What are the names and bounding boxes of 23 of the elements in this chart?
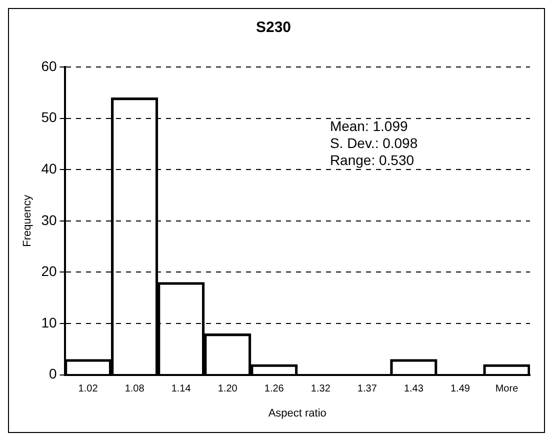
x-tick-label: 1.08 bbox=[124, 384, 145, 395]
annotation: Mean: 1.099 bbox=[330, 118, 408, 134]
y-tick-label: 0 bbox=[48, 366, 57, 382]
x-tick-label: 1.02 bbox=[78, 384, 98, 395]
x-tick-label: 1.37 bbox=[357, 384, 378, 395]
x-tick-label: 1.32 bbox=[310, 384, 331, 395]
annotation: S. Dev.: 0.098 bbox=[330, 134, 418, 151]
y-tick-label: 60 bbox=[41, 58, 57, 74]
y-tick-label: 40 bbox=[41, 160, 57, 176]
y-tick-label: 20 bbox=[41, 263, 57, 280]
x-tick-label: 1.14 bbox=[171, 384, 192, 395]
x-tick-label: 1.20 bbox=[218, 384, 238, 395]
x-tick-label: 1.49 bbox=[450, 384, 470, 395]
x-tick-label: More bbox=[495, 384, 519, 395]
y-tick-label: 10 bbox=[41, 314, 57, 330]
x-tick-label: 1.43 bbox=[404, 384, 424, 395]
x-tick-label: 1.26 bbox=[264, 384, 284, 395]
y-tick-label: 30 bbox=[41, 212, 57, 228]
y-tick-label: 50 bbox=[41, 109, 57, 126]
y-axis-title: Frequency bbox=[22, 194, 34, 247]
x-axis-title: Aspect ratio bbox=[268, 407, 326, 420]
chart-title: S230 bbox=[256, 19, 292, 36]
annotation: Range: 0.530 bbox=[330, 152, 414, 168]
